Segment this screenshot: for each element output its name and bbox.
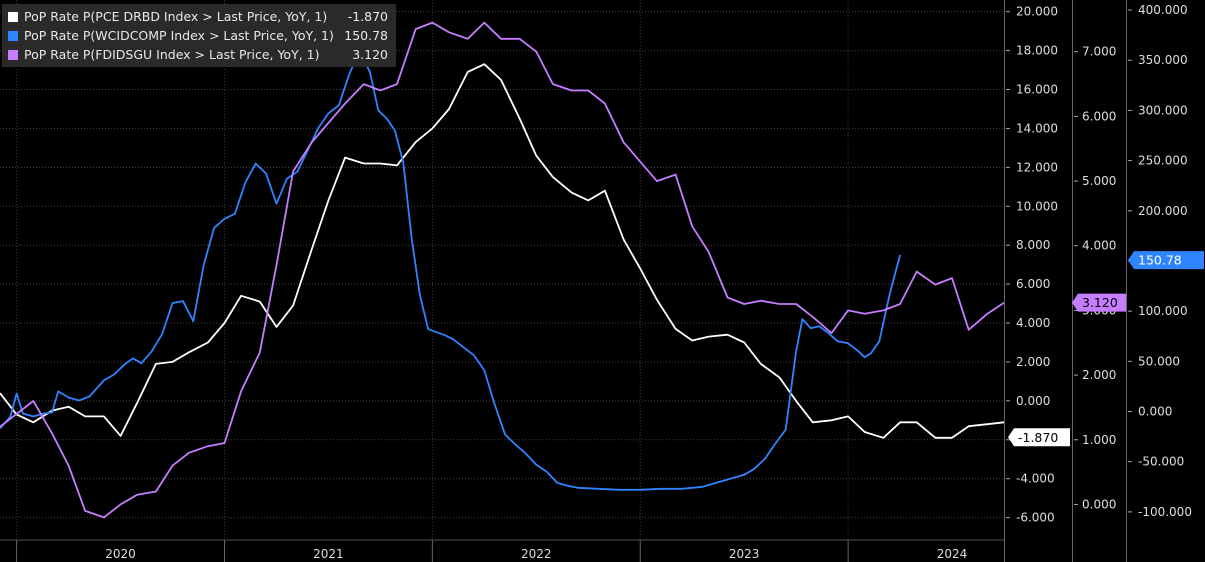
mid-axis-tick-label: 4.000 — [1082, 239, 1116, 253]
left-axis-tick-label: 16.000 — [1016, 83, 1058, 97]
grid-lines — [0, 0, 1004, 540]
legend: PoP Rate P(PCE DRBD Index > Last Price, … — [2, 4, 396, 67]
mid-axis-tick-label: 2.000 — [1082, 368, 1116, 382]
x-tick-label: 2020 — [105, 547, 136, 561]
left-axis-tick-label: -6.000 — [1016, 511, 1055, 525]
legend-item-pce: PoP Rate P(PCE DRBD Index > Last Price, … — [8, 7, 388, 26]
left-axis-tick-label: -4.000 — [1016, 472, 1055, 486]
legend-value-pce: -1.870 — [347, 9, 388, 24]
legend-label-fdidsgu: PoP Rate P(FDIDSGU Index > Last Price, Y… — [24, 47, 320, 62]
right-axis-tick-label: -100.000 — [1138, 505, 1192, 519]
legend-swatch-wcidcomp — [8, 30, 18, 41]
left-axis-tick-label: 2.000 — [1016, 355, 1050, 369]
legend-item-wcidcomp: PoP Rate P(WCIDCOMP Index > Last Price, … — [8, 26, 388, 45]
left-axis-tick-label: 12.000 — [1016, 160, 1058, 174]
x-tick-label: 2022 — [521, 547, 552, 561]
legend-label-pce: PoP Rate P(PCE DRBD Index > Last Price, … — [24, 9, 328, 24]
right-axis-tick-label: 400.000 — [1138, 3, 1188, 17]
right-axis-tick-label: -50.000 — [1138, 455, 1184, 469]
left-axis-tick-label: 6.000 — [1016, 277, 1050, 291]
legend-value-fdidsgu: 3.120 — [352, 47, 388, 62]
right-axis-tick-label: 350.000 — [1138, 53, 1188, 67]
left-axis-tick-label: 20.000 — [1016, 5, 1058, 19]
right-axis-tick-label: 200.000 — [1138, 204, 1188, 218]
left-axis-tick-label: 10.000 — [1016, 199, 1058, 213]
series-line-pce — [0, 63, 1005, 439]
legend-swatch-pce — [8, 11, 18, 22]
mid-axis-tick-label: 7.000 — [1082, 45, 1116, 59]
mid-axis-tick-label: 5.000 — [1082, 174, 1116, 188]
right-axis-tick-label: 0.000 — [1138, 405, 1172, 419]
left-axis-tick-label: 4.000 — [1016, 316, 1050, 330]
tag-fdidsgu-bg — [1072, 293, 1126, 312]
series-line-wcidcomp — [0, 54, 901, 491]
mid-axis-tick-label: 1.000 — [1082, 433, 1116, 447]
x-tick-label: 2023 — [729, 547, 760, 561]
tag-fdidsgu: 3.120 — [1082, 295, 1118, 310]
left-axis-tick-label: 18.000 — [1016, 44, 1058, 58]
value-tags: -1.870 3.120 150.78 — [1008, 251, 1204, 447]
x-tick-label: 2021 — [313, 547, 344, 561]
right-axis-tick-label: 250.000 — [1138, 154, 1188, 168]
right-axis-tick-label: 100.000 — [1138, 304, 1188, 318]
series-lines — [0, 21, 1005, 519]
left-axis-tick-label: 14.000 — [1016, 121, 1058, 135]
tag-pce: -1.870 — [1018, 430, 1058, 445]
right-axis-tick-label: 50.000 — [1138, 354, 1180, 368]
left-axis-tick-label: 8.000 — [1016, 238, 1050, 252]
legend-swatch-fdidsgu — [8, 49, 18, 60]
x-axis-band — [0, 540, 1004, 562]
right-axis-tick-label: 300.000 — [1138, 103, 1188, 117]
left-axis-tick-label: 0.000 — [1016, 394, 1050, 408]
mid-axis-tick-label: 6.000 — [1082, 109, 1116, 123]
x-tick-label: 2024 — [937, 547, 968, 561]
legend-value-wcidcomp: 150.78 — [344, 28, 388, 43]
mid-axis-tick-label: 0.000 — [1082, 497, 1116, 511]
tag-wcidcomp-bg — [1128, 251, 1204, 270]
legend-item-fdidsgu: PoP Rate P(FDIDSGU Index > Last Price, Y… — [8, 45, 388, 64]
legend-label-wcidcomp: PoP Rate P(WCIDCOMP Index > Last Price, … — [24, 28, 334, 43]
tag-pce-bg — [1008, 428, 1070, 447]
tag-wcidcomp: 150.78 — [1138, 253, 1182, 268]
series-line-fdidsgu — [0, 21, 1005, 519]
